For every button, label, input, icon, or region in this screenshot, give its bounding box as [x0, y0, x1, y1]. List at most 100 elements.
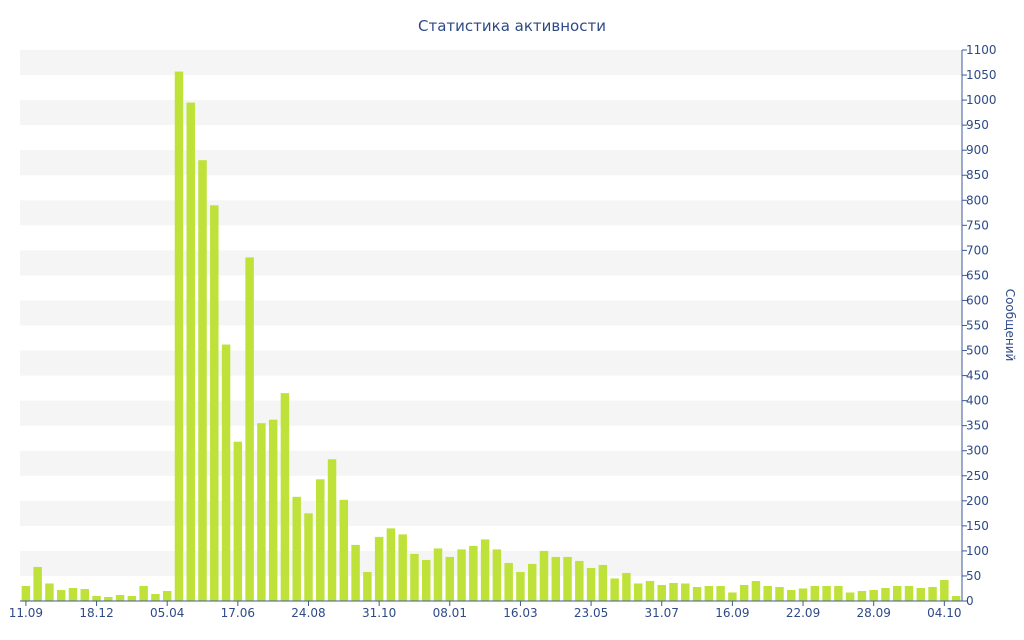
bar — [198, 160, 207, 601]
bar — [304, 513, 313, 601]
bar — [516, 571, 525, 601]
y-tick-label: 450 — [966, 369, 989, 383]
bar — [363, 571, 372, 601]
grid-band — [20, 500, 962, 526]
bar — [610, 578, 619, 601]
bar — [104, 596, 113, 601]
bar — [374, 536, 384, 601]
y-tick-label: 1000 — [966, 93, 997, 107]
bar — [681, 583, 690, 601]
bar — [327, 459, 337, 601]
bar — [586, 567, 596, 601]
bar — [728, 592, 737, 601]
x-tick-label: 08.01 — [433, 606, 467, 620]
bar — [457, 549, 466, 601]
bar — [115, 594, 125, 601]
bar — [940, 579, 949, 601]
y-tick-label: 250 — [966, 469, 989, 483]
grid-band — [20, 300, 962, 326]
bar — [245, 257, 254, 601]
bar — [834, 585, 843, 601]
y-tick-label: 1100 — [966, 43, 997, 57]
grid-band — [20, 150, 962, 176]
bar — [669, 582, 678, 601]
bar — [339, 499, 349, 601]
bar — [881, 587, 890, 601]
x-tick-label: 16.03 — [503, 606, 537, 620]
bar — [657, 584, 666, 601]
y-tick-label: 700 — [966, 243, 989, 257]
y-tick-label: 350 — [966, 419, 989, 433]
bar — [386, 528, 396, 601]
bar — [233, 441, 243, 601]
y-tick-label: 800 — [966, 193, 989, 207]
bars-group — [21, 71, 961, 602]
bar — [633, 583, 643, 601]
y-tick-label: 850 — [966, 168, 989, 182]
x-axis-ticks: 11.09 18.12 05.04 17.06 24.08 31.10 08.01 16.03… — [9, 601, 962, 620]
bar — [421, 559, 431, 601]
y-tick-label: 900 — [966, 143, 989, 157]
bar — [351, 544, 360, 601]
bar — [763, 585, 772, 601]
bar — [822, 585, 831, 601]
bar — [174, 71, 184, 602]
bar — [257, 423, 266, 601]
x-tick-label: 31.07 — [645, 606, 679, 620]
y-tick-label: 400 — [966, 394, 989, 408]
bar — [739, 584, 749, 601]
bar — [716, 585, 725, 601]
bar — [469, 545, 478, 601]
bar — [704, 585, 714, 601]
x-tick-label: 17.06 — [221, 606, 255, 620]
bar — [810, 585, 820, 601]
bar — [151, 593, 160, 601]
bar — [692, 586, 702, 601]
bar — [268, 419, 278, 601]
grid-band — [20, 50, 962, 76]
y-tick-label: 200 — [966, 494, 989, 508]
bar — [916, 587, 926, 601]
x-tick-label: 05.04 — [150, 606, 184, 620]
y-tick-label: 550 — [966, 319, 989, 333]
grid-band — [20, 400, 962, 426]
y-tick-label: 600 — [966, 293, 989, 307]
bar — [492, 549, 502, 601]
grid-band — [20, 250, 962, 276]
bar — [622, 572, 631, 601]
x-tick-label: 23.05 — [574, 606, 608, 620]
y-tick-label: 300 — [966, 444, 989, 458]
bar — [210, 205, 219, 602]
bar — [162, 590, 172, 601]
y-axis-label: Сообщений — [1003, 289, 1017, 362]
grid-band — [20, 450, 962, 476]
bar — [645, 580, 655, 601]
y-tick-label: 50 — [966, 569, 981, 583]
bar — [221, 344, 231, 601]
x-tick-label: 28.09 — [857, 606, 891, 620]
bar — [892, 585, 902, 601]
bar — [186, 102, 195, 601]
bar — [751, 580, 761, 601]
bar — [21, 585, 31, 601]
y-tick-label: 950 — [966, 118, 989, 132]
bar — [527, 563, 537, 601]
bar — [316, 479, 325, 601]
bar — [598, 564, 608, 601]
x-tick-label: 24.08 — [291, 606, 325, 620]
x-tick-label: 16.09 — [715, 606, 749, 620]
bar — [80, 588, 90, 601]
bar — [539, 550, 549, 601]
grid-band — [20, 100, 962, 126]
x-tick-label: 31.10 — [362, 606, 396, 620]
bar — [127, 595, 137, 601]
bar — [398, 534, 407, 601]
bar — [56, 589, 66, 601]
bar — [951, 595, 961, 601]
bar — [504, 562, 513, 601]
bar — [68, 587, 78, 601]
y-tick-label: 750 — [966, 218, 989, 232]
x-tick-label: 18.12 — [79, 606, 113, 620]
